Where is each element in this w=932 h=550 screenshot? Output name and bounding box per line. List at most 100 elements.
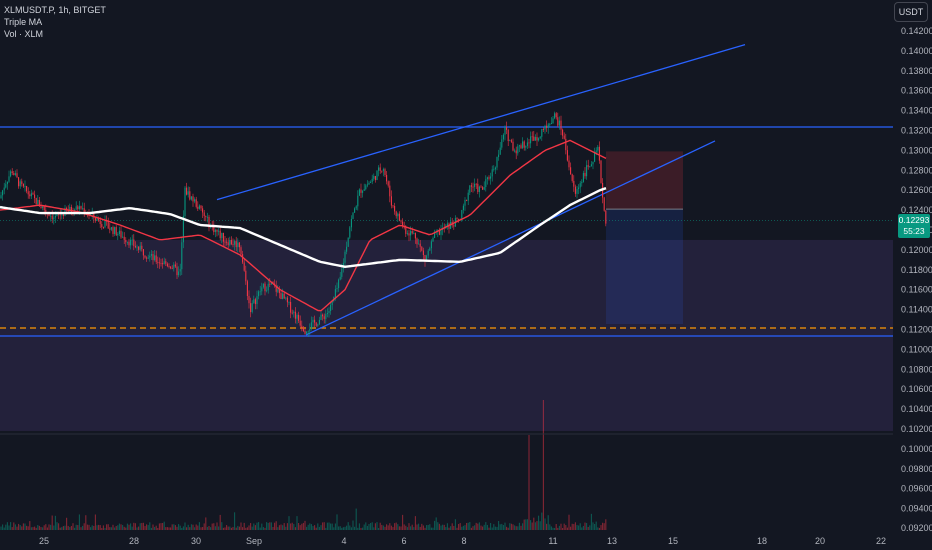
- candle-body: [221, 232, 223, 239]
- candle-body: [266, 290, 268, 292]
- candle-body: [440, 230, 442, 235]
- candle-body: [69, 206, 71, 212]
- candle-body: [149, 255, 151, 258]
- y-axis-tick-label: 0.13200: [901, 126, 932, 136]
- candle-body: [198, 205, 200, 209]
- candle-body: [285, 297, 287, 299]
- candle-body: [397, 213, 399, 217]
- candle-body: [232, 244, 234, 246]
- volume-bar: [85, 515, 87, 530]
- volume-bar: [602, 522, 604, 530]
- volume-bar: [256, 522, 258, 530]
- volume-bar: [88, 524, 90, 530]
- volume-bar: [333, 527, 335, 530]
- candle-body: [456, 218, 458, 219]
- channel-lower-line[interactable]: [305, 140, 716, 336]
- volume-bar: [566, 527, 568, 530]
- volume-bar: [579, 523, 581, 530]
- volume-bar: [442, 524, 444, 530]
- candle-body: [173, 264, 175, 269]
- volume-bar: [435, 517, 437, 530]
- volume-bar: [486, 524, 488, 530]
- volume-bar: [42, 527, 44, 530]
- volume-bar: [128, 524, 130, 530]
- candle-body: [43, 206, 45, 211]
- volume-bar: [381, 524, 383, 530]
- volume-bar: [126, 523, 128, 530]
- volume-bar: [264, 527, 266, 530]
- volume-bar: [283, 523, 285, 530]
- candle-body: [453, 225, 455, 227]
- volume-bar: [382, 525, 384, 530]
- candle-body: [184, 187, 186, 217]
- volume-bar: [194, 527, 196, 530]
- candle-body: [402, 221, 404, 227]
- volume-bar: [22, 523, 24, 530]
- candle-body: [312, 319, 314, 323]
- volume-bar: [14, 524, 16, 530]
- volume-bar: [533, 517, 535, 530]
- candle-body: [75, 206, 77, 210]
- volume-bar: [58, 523, 60, 530]
- candle-body: [208, 216, 210, 228]
- candle-body: [179, 269, 181, 272]
- ma-white-line[interactable]: [0, 187, 607, 269]
- volume-bar: [328, 522, 330, 530]
- volume-bar: [21, 526, 23, 530]
- take-profit-area[interactable]: [606, 209, 683, 325]
- volume-bar: [394, 523, 396, 530]
- volume-bar: [118, 523, 120, 530]
- candle-body: [560, 120, 562, 130]
- volume-bar: [62, 526, 64, 530]
- currency-button[interactable]: USDT: [894, 2, 928, 22]
- volume-bar: [491, 527, 493, 530]
- candle-body: [240, 247, 242, 255]
- volume-bar: [443, 524, 445, 530]
- y-axis-tick-label: 0.11000: [901, 344, 932, 354]
- channel-upper-line[interactable]: [216, 44, 746, 201]
- indicator-volume[interactable]: Vol · XLM: [4, 29, 44, 39]
- candle-body: [595, 150, 597, 153]
- indicator-triple-ma[interactable]: Triple MA: [4, 17, 43, 27]
- candle-body: [594, 152, 596, 162]
- candle-body: [499, 147, 501, 155]
- candle-body: [150, 254, 152, 256]
- volume-bar: [366, 525, 368, 530]
- volume-bar: [304, 520, 306, 530]
- volume-bar: [150, 527, 152, 530]
- y-axis-tick-label: 0.12800: [901, 165, 932, 175]
- volume-bar: [330, 523, 332, 530]
- candle-body: [582, 172, 584, 182]
- candle-body: [304, 330, 306, 334]
- volume-bar: [186, 527, 188, 530]
- candle-body: [309, 328, 311, 332]
- volume-bar: [74, 527, 76, 530]
- candle-body: [533, 136, 535, 141]
- stop-loss-area[interactable]: [606, 151, 683, 210]
- volume-bar: [222, 527, 224, 530]
- candle-body: [163, 261, 165, 265]
- volume-bar: [165, 527, 167, 530]
- candle-body: [37, 199, 39, 205]
- candle-body: [493, 169, 495, 171]
- candle-body: [128, 241, 130, 246]
- volume-bar: [86, 524, 88, 530]
- volume-bar: [254, 525, 256, 530]
- candle-body: [186, 187, 188, 195]
- candle-body: [40, 206, 42, 208]
- candle-body: [216, 229, 218, 232]
- volume-bar: [245, 527, 247, 530]
- candle-body: [538, 138, 540, 141]
- ma-red-line[interactable]: [0, 139, 607, 312]
- volume-bar: [211, 523, 213, 530]
- candle-body: [26, 186, 28, 192]
- volume-bar: [320, 525, 322, 530]
- volume-bar: [370, 522, 372, 530]
- candle-body: [549, 124, 551, 125]
- candle-body: [14, 173, 16, 175]
- candle-body: [338, 279, 340, 289]
- volume-bar: [331, 523, 333, 530]
- volume-bar: [147, 525, 149, 530]
- volume-bar: [541, 512, 543, 530]
